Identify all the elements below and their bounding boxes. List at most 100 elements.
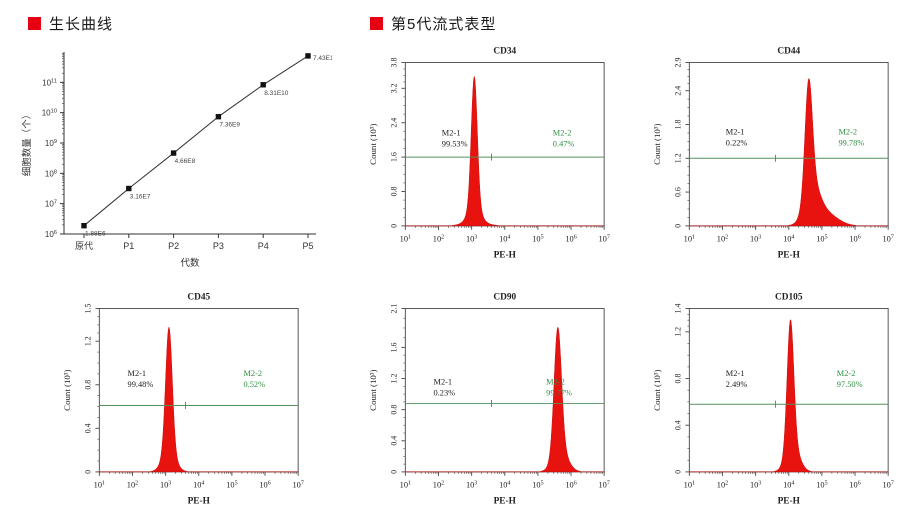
svg-text:109: 109 [45,139,57,148]
svg-text:103: 103 [466,234,477,243]
svg-text:2.1: 2.1 [390,304,399,314]
svg-text:CD34: CD34 [493,47,516,57]
svg-text:2.4: 2.4 [674,86,683,96]
svg-text:103: 103 [466,480,477,489]
svg-text:细胞数量（个）: 细胞数量（个） [21,110,33,177]
growth-curve-title: 生长曲线 [49,16,114,33]
svg-text:102: 102 [717,480,728,489]
svg-text:M2-2: M2-2 [837,369,856,378]
svg-text:108: 108 [45,169,57,178]
svg-text:PE-H: PE-H [188,496,211,506]
cd34-histogram-svg: 101 102 103 104 105 106 107 0 0.8 1.6 2.4 3.2 3.8 M2-… [368,47,610,261]
svg-text:2.9: 2.9 [674,58,683,68]
svg-text:106: 106 [565,480,576,489]
svg-text:8.31E10: 8.31E10 [264,90,289,97]
svg-text:99.78%: 99.78% [838,138,864,147]
svg-text:P3: P3 [213,241,224,251]
cd45-histogram-svg: 101 102 103 104 105 106 107 0 0.4 0.8 1.2 1.5 M2-1 99… [62,293,304,507]
svg-text:0.4: 0.4 [674,420,683,430]
cd105-histogram-svg: 101 102 103 104 105 106 107 0 0.4 0.8 1.2 1.4 M2-1 2.… [652,293,894,507]
svg-text:1.2: 1.2 [390,374,399,384]
svg-text:103: 103 [750,480,761,489]
svg-text:107: 107 [292,480,303,489]
svg-text:101: 101 [94,480,105,489]
svg-text:1010: 1010 [42,109,57,118]
svg-text:0.22%: 0.22% [726,138,748,147]
svg-text:CD45: CD45 [187,293,210,303]
svg-text:1.8: 1.8 [674,120,683,130]
svg-text:M2-2: M2-2 [838,128,857,137]
svg-text:3.16E7: 3.16E7 [130,194,151,201]
svg-text:101: 101 [400,480,411,489]
flow-phenotype-title: 第5代流式表型 [391,16,497,33]
svg-text:Count (10³): Count (10³) [368,124,378,165]
svg-text:CD90: CD90 [493,293,516,303]
svg-text:Count (10³): Count (10³) [652,124,662,165]
svg-text:104: 104 [499,234,510,243]
svg-text:104: 104 [783,234,794,243]
svg-text:107: 107 [45,200,57,209]
svg-text:M2-1: M2-1 [434,378,453,387]
svg-text:104: 104 [499,480,510,489]
svg-text:101: 101 [684,234,695,243]
svg-text:P4: P4 [258,241,269,251]
svg-text:107: 107 [598,234,609,243]
svg-text:3.8: 3.8 [390,58,399,68]
svg-text:PE-H: PE-H [778,496,801,506]
svg-text:3.2: 3.2 [390,83,399,93]
svg-text:105: 105 [226,480,237,489]
svg-text:M2-1: M2-1 [442,129,461,138]
svg-text:0.23%: 0.23% [434,389,456,398]
svg-text:106: 106 [849,480,860,489]
svg-text:PE-H: PE-H [494,250,517,260]
svg-text:Count (10³): Count (10³) [652,370,662,411]
svg-text:0: 0 [674,224,683,228]
svg-text:2.4: 2.4 [390,118,399,128]
cd44-histogram-svg: 101 102 103 104 105 106 107 0 0.6 1.2 1.8 2.4 2.9 M2-… [652,47,894,261]
svg-text:Count (10³): Count (10³) [368,370,378,411]
svg-text:102: 102 [127,480,138,489]
svg-text:101: 101 [684,480,695,489]
svg-text:M2-2: M2-2 [243,369,262,378]
growth-curve-header: 生长曲线 [28,13,113,34]
svg-text:0.8: 0.8 [390,187,399,197]
svg-text:0.8: 0.8 [390,405,399,415]
svg-text:M2-1: M2-1 [726,128,745,137]
cd90-histogram: 101 102 103 104 105 106 107 0 0.4 0.8 1.2 1.6 2.1 M2-… [366,288,614,518]
svg-text:M2-2: M2-2 [553,129,572,138]
svg-text:0: 0 [674,470,683,474]
svg-text:M2-2: M2-2 [546,378,565,387]
svg-text:0.47%: 0.47% [553,139,575,148]
svg-text:4.66E8: 4.66E8 [175,158,196,165]
svg-text:0.8: 0.8 [84,380,93,390]
svg-text:0.6: 0.6 [674,187,683,197]
svg-text:2.49%: 2.49% [726,380,748,389]
svg-text:1.6: 1.6 [390,152,399,162]
svg-text:7.43E11: 7.43E11 [313,55,332,62]
svg-text:105: 105 [816,480,827,489]
svg-text:104: 104 [193,480,204,489]
svg-text:PE-H: PE-H [778,250,801,260]
cd45-histogram: 101 102 103 104 105 106 107 0 0.4 0.8 1.2 1.5 M2-1 99… [60,288,308,518]
svg-text:P2: P2 [168,241,179,251]
svg-text:106: 106 [259,480,270,489]
svg-text:CD44: CD44 [777,47,800,57]
flow-phenotype-header: 第5代流式表型 [370,13,496,34]
cd105-histogram: 101 102 103 104 105 106 107 0 0.4 0.8 1.2 1.4 M2-1 2.… [650,288,898,518]
svg-text:0: 0 [390,224,399,228]
svg-text:99.48%: 99.48% [128,380,154,389]
svg-text:代数: 代数 [180,257,200,269]
svg-text:7.36E9: 7.36E9 [219,122,240,129]
growth-curve-svg: 106 107 108 109 1010 1011 原代 P1 P2 P3 P4 P5 1.88E6 3.… [21,52,332,269]
svg-text:106: 106 [45,230,57,239]
svg-text:106: 106 [565,234,576,243]
svg-text:1.6: 1.6 [390,342,399,352]
svg-text:99.53%: 99.53% [442,139,468,148]
svg-text:M2-1: M2-1 [726,369,745,378]
svg-text:1.4: 1.4 [674,304,683,314]
svg-text:M2-1: M2-1 [128,369,147,378]
svg-text:105: 105 [532,234,543,243]
svg-text:PE-H: PE-H [494,496,517,506]
svg-text:107: 107 [882,234,893,243]
